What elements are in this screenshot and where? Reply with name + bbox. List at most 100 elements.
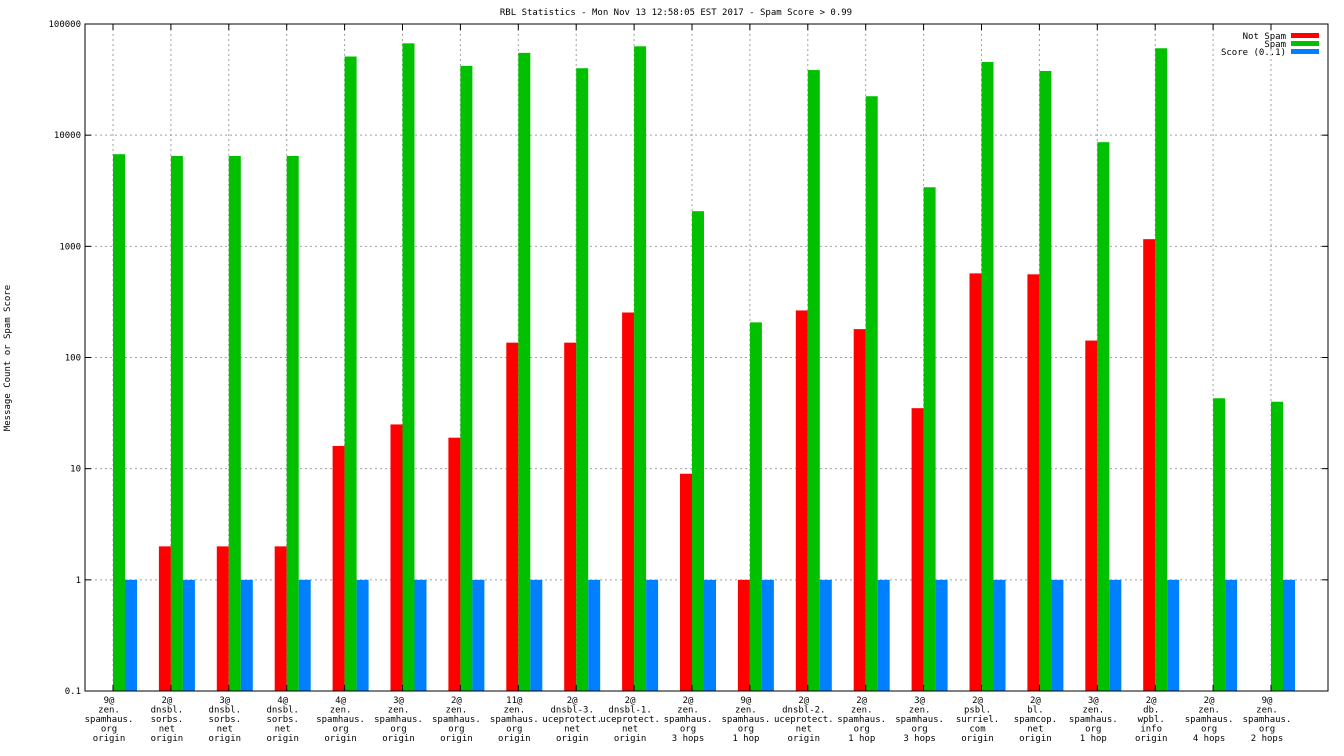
x-tick-label: uceprotect. <box>542 715 602 725</box>
x-tick-label: org <box>1259 725 1275 735</box>
x-tick-label: org <box>854 725 870 735</box>
bar-not-spam <box>680 473 692 691</box>
bar-score <box>1167 579 1180 691</box>
x-tick-label: origin <box>440 734 473 744</box>
x-tick-label: 4@ <box>277 696 288 706</box>
x-tick-label: 2@ <box>683 696 694 706</box>
x-tick-label: db. <box>1143 706 1159 716</box>
x-tick-label: zen. <box>446 706 468 716</box>
x-tick-label: zen. <box>1198 706 1220 716</box>
x-tick-label: 1 hop <box>848 734 875 744</box>
x-tick-label: 3@ <box>393 696 404 706</box>
bar-not-spam <box>853 329 866 691</box>
bar-not-spam <box>1085 340 1098 691</box>
bar-score <box>1051 579 1064 691</box>
bar-score <box>1225 579 1238 691</box>
x-tick-label: dnsbl. <box>266 706 299 716</box>
x-tick-label: sorbs. <box>209 715 242 725</box>
plot-border <box>84 23 1329 692</box>
x-tick-label: zen. <box>677 706 699 716</box>
x-tick-label: origin <box>961 734 994 744</box>
bar-score <box>298 579 311 691</box>
x-tick-label: spamhaus. <box>1185 715 1234 725</box>
bar-not-spam <box>390 424 403 691</box>
y-axis-label: Message Count or Spam Score <box>3 285 13 431</box>
legend-label: Spam <box>1264 40 1286 50</box>
y-tick-label: 100 <box>65 354 81 364</box>
x-ticks: 9@zen.spamhaus.orgorigin2@dnsbl.sorbs.ne… <box>85 24 1292 744</box>
bar-not-spam <box>969 273 982 691</box>
bar-spam <box>1213 398 1226 691</box>
bar-spam <box>170 155 183 691</box>
x-tick-label: surriel. <box>956 715 999 725</box>
x-tick-label: 2@ <box>798 696 809 706</box>
x-tick-label: 2 hops <box>1251 734 1284 744</box>
bar-score <box>125 579 137 691</box>
x-tick-label: net <box>217 725 233 735</box>
x-tick-label: 2@ <box>856 696 867 706</box>
bar-not-spam <box>622 312 635 691</box>
bar-spam <box>460 65 473 691</box>
x-tick-label: org <box>101 725 117 735</box>
chart-title: RBL Statistics - Mon Nov 13 12:58:05 EST… <box>500 8 852 18</box>
bar-not-spam <box>216 546 229 691</box>
x-tick-label: spamhaus. <box>1069 715 1118 725</box>
x-tick-label: origin <box>151 734 184 744</box>
x-tick-label: 3 hops <box>903 734 936 744</box>
y-tick-label: 1 <box>76 576 81 586</box>
x-tick-label: spamhaus. <box>837 715 886 725</box>
bar-spam <box>1039 70 1052 692</box>
bar-not-spam <box>1143 239 1156 691</box>
x-tick-label: zen. <box>909 706 931 716</box>
bar-spam <box>634 46 647 691</box>
bar-score <box>356 579 369 691</box>
bar-spam <box>1271 401 1283 691</box>
x-tick-label: wpbl. <box>1138 715 1165 725</box>
x-tick-label: info <box>1140 725 1162 735</box>
x-tick-label: origin <box>1135 734 1168 744</box>
x-tick-label: 3@ <box>219 696 230 706</box>
x-tick-label: 3@ <box>914 696 925 706</box>
x-tick-label: net <box>796 725 812 735</box>
x-tick-label: spamhaus. <box>1243 715 1292 725</box>
x-tick-label: zen. <box>735 706 757 716</box>
bar-spam <box>749 322 762 691</box>
y-ticks: 0.1 1 10 100 1000 10000 100000 <box>48 20 1328 697</box>
y-tick-label: 1000 <box>59 242 81 252</box>
legend-swatch <box>1291 33 1319 38</box>
bar-not-spam <box>564 342 577 691</box>
bar-spam <box>923 187 936 691</box>
x-tick-label: sorbs. <box>266 715 299 725</box>
bar-spam <box>576 68 589 691</box>
bar-score <box>472 579 485 691</box>
bar-score <box>1283 579 1295 691</box>
x-tick-label: dnsbl-3. <box>551 706 594 716</box>
x-tick-label: dnsbl. <box>151 706 184 716</box>
x-tick-label: org <box>1085 725 1101 735</box>
bar-not-spam <box>332 445 345 691</box>
x-tick-label: spamhaus. <box>490 715 539 725</box>
x-tick-label: 3 hops <box>672 734 705 744</box>
bar-not-spam <box>795 310 808 691</box>
x-tick-label: zen. <box>98 706 120 716</box>
bar-score <box>704 579 716 691</box>
bar-score <box>761 579 774 691</box>
bar-score <box>414 579 427 691</box>
bar-not-spam <box>274 546 287 691</box>
bar-score <box>993 579 1006 691</box>
x-tick-label: origin <box>382 734 415 744</box>
x-tick-label: origin <box>324 734 357 744</box>
x-tick-label: 9@ <box>104 696 115 706</box>
bar-spam <box>286 155 299 691</box>
x-tick-label: org <box>506 725 522 735</box>
x-tick-label: org <box>738 725 754 735</box>
bar-not-spam <box>1027 274 1040 691</box>
legend-label: Not Spam <box>1243 32 1286 42</box>
x-tick-label: org <box>332 725 348 735</box>
x-tick-label: 2@ <box>972 696 983 706</box>
x-tick-label: org <box>680 725 696 735</box>
bar-score <box>588 579 601 691</box>
bars <box>113 43 1295 692</box>
x-tick-label: spamhaus. <box>374 715 423 725</box>
